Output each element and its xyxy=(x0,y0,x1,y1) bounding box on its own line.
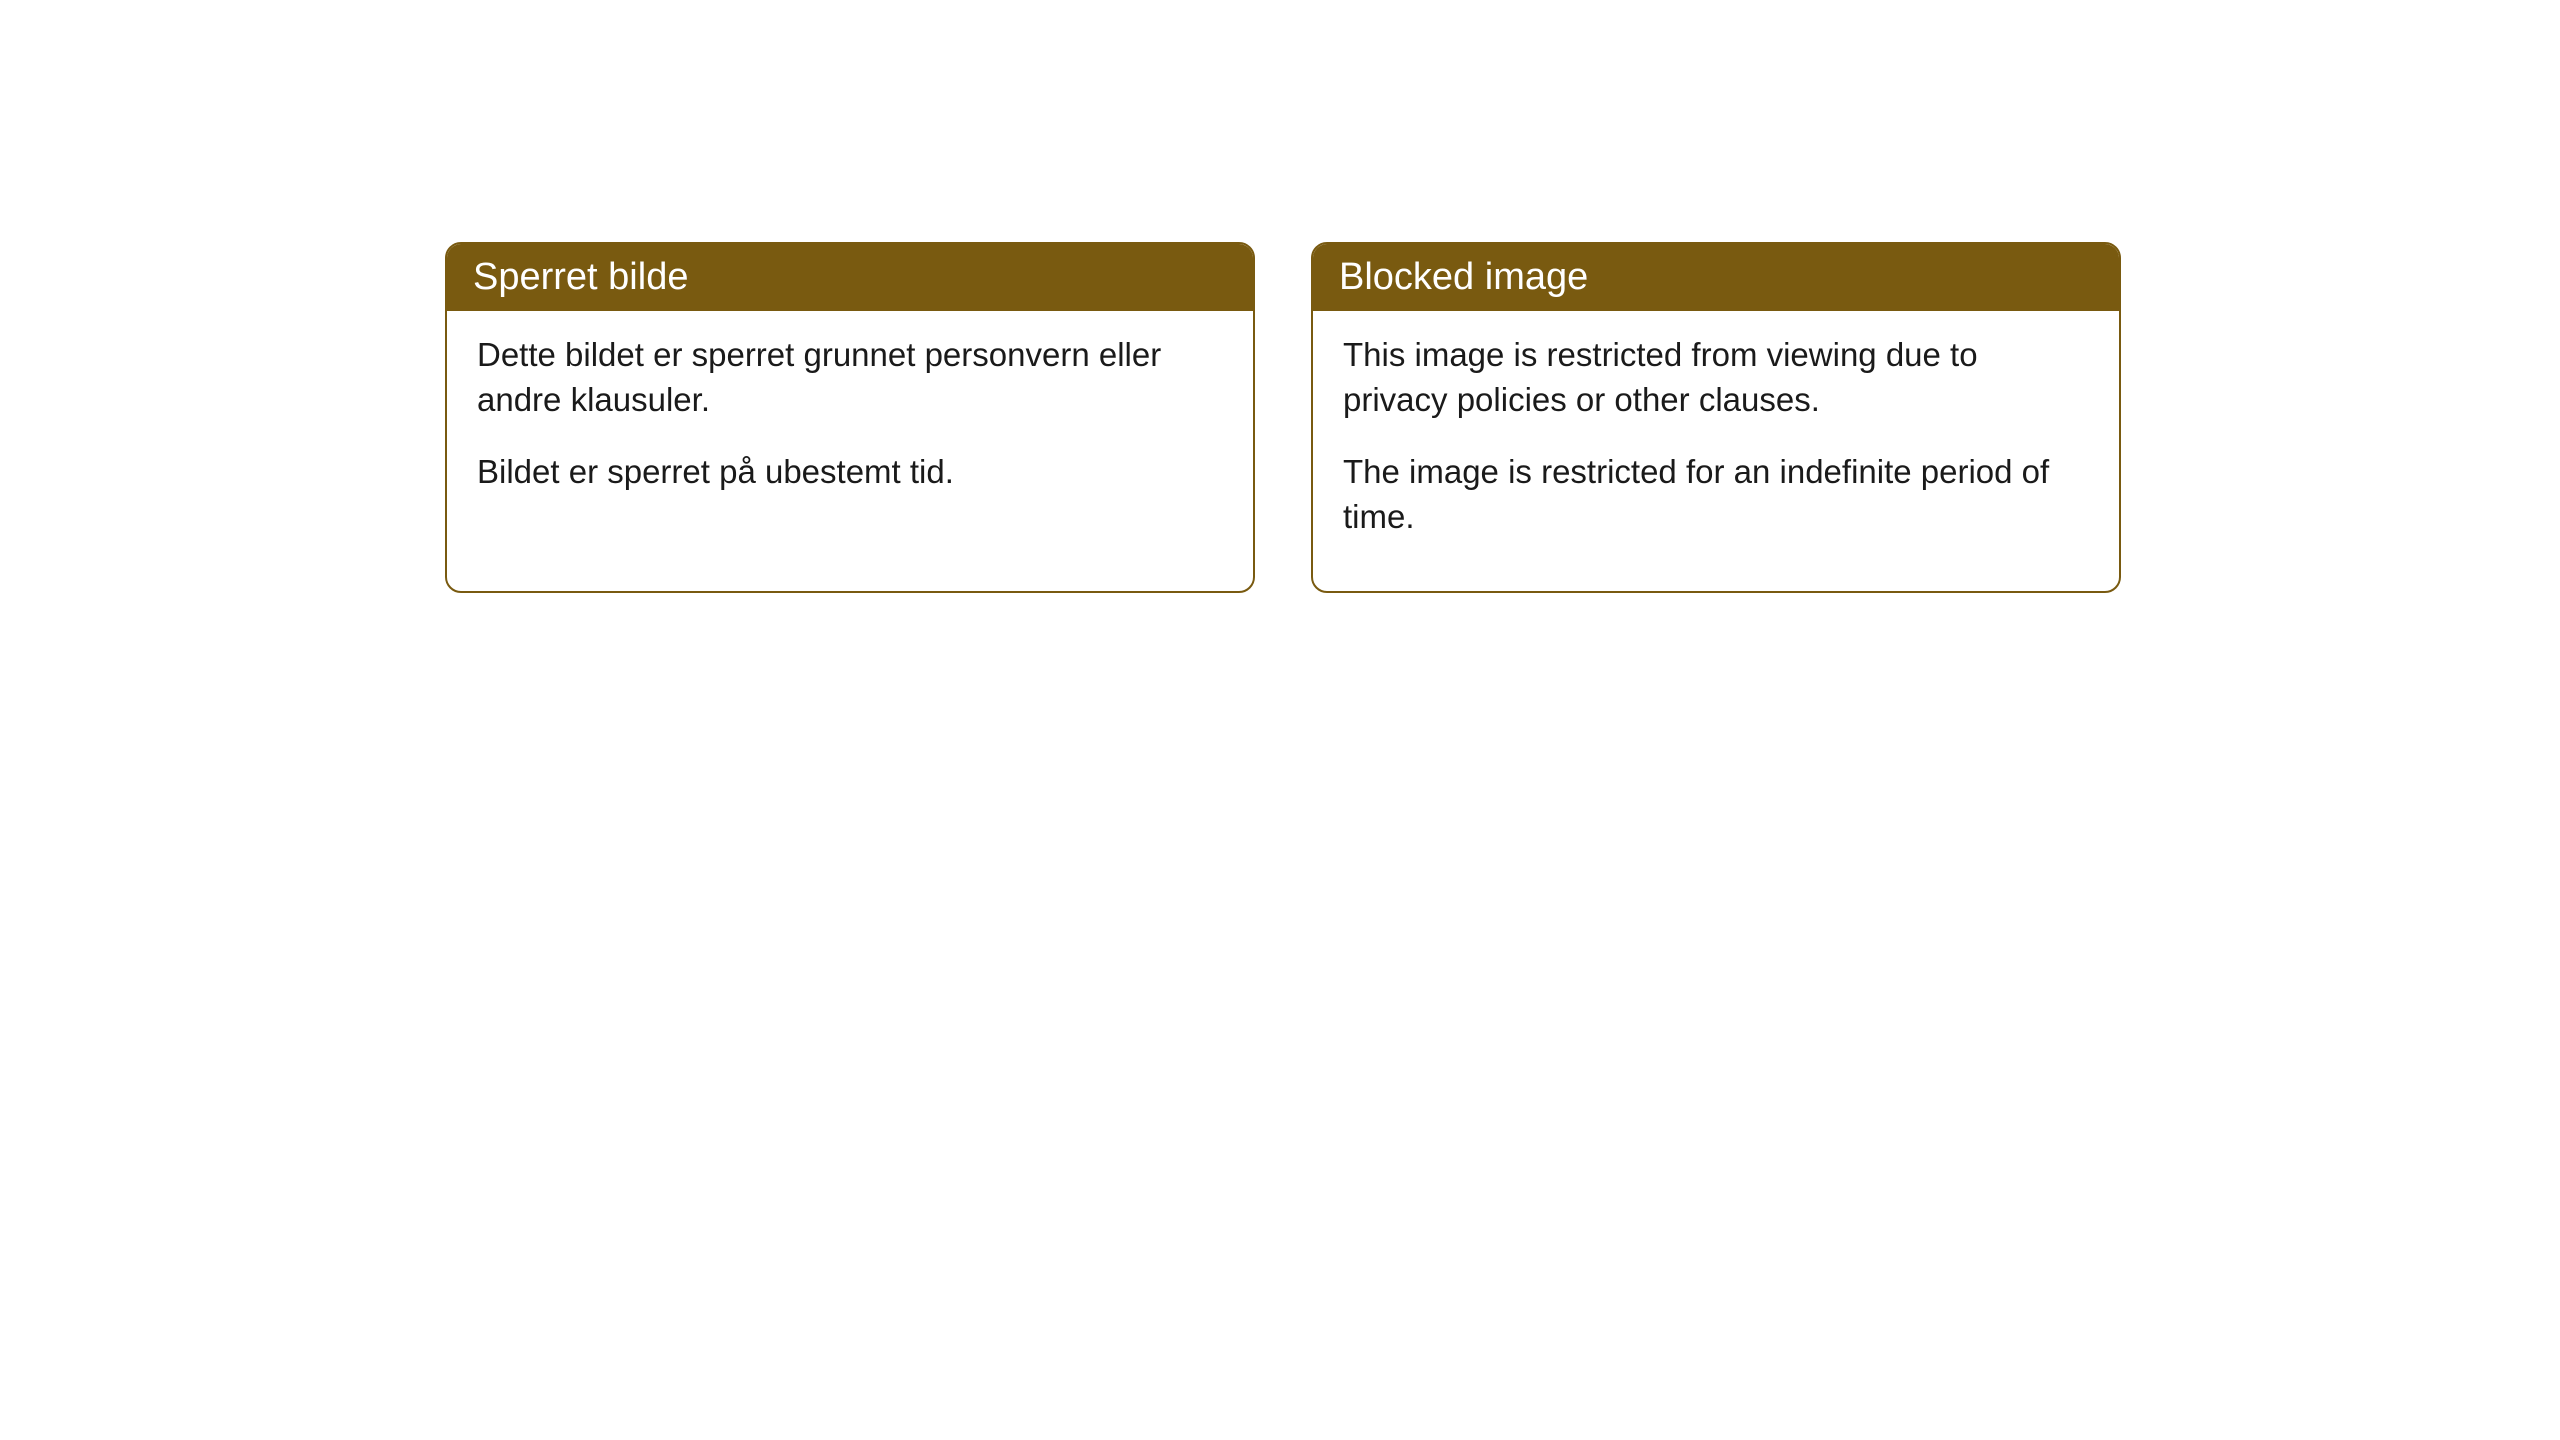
notice-cards-container: Sperret bilde Dette bildet er sperret gr… xyxy=(445,242,2121,593)
card-paragraph: The image is restricted for an indefinit… xyxy=(1343,450,2089,539)
card-header: Sperret bilde xyxy=(447,244,1253,311)
card-paragraph: Bildet er sperret på ubestemt tid. xyxy=(477,450,1223,495)
card-paragraph: This image is restricted from viewing du… xyxy=(1343,333,2089,422)
card-body: Dette bildet er sperret grunnet personve… xyxy=(447,311,1253,547)
card-header: Blocked image xyxy=(1313,244,2119,311)
card-body: This image is restricted from viewing du… xyxy=(1313,311,2119,591)
notice-card-english: Blocked image This image is restricted f… xyxy=(1311,242,2121,593)
notice-card-norwegian: Sperret bilde Dette bildet er sperret gr… xyxy=(445,242,1255,593)
card-paragraph: Dette bildet er sperret grunnet personve… xyxy=(477,333,1223,422)
card-title: Sperret bilde xyxy=(473,256,688,298)
card-title: Blocked image xyxy=(1339,256,1588,298)
